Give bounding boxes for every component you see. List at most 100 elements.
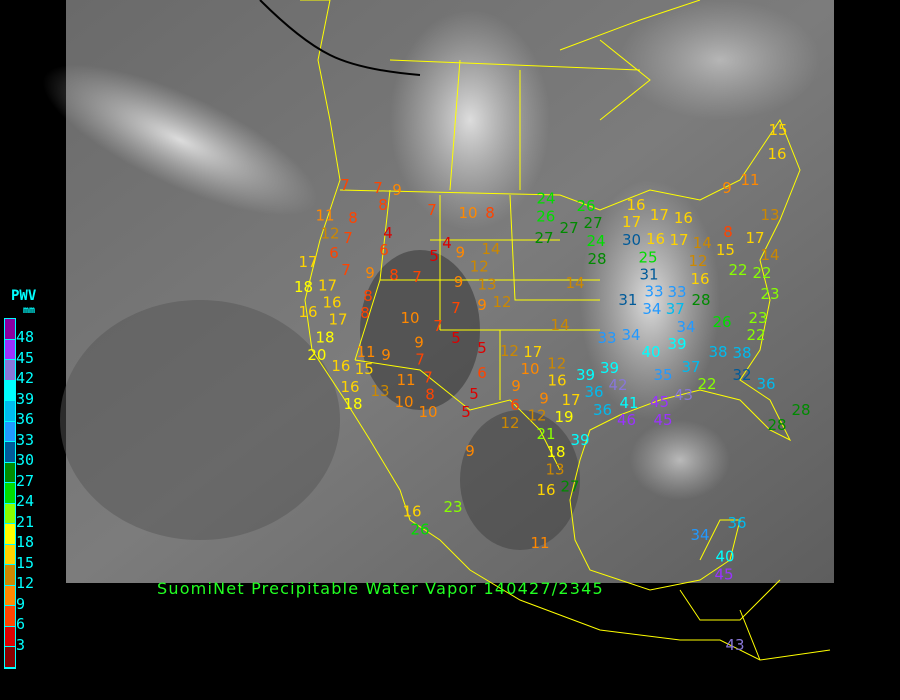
station-pwv-value: 9 (456, 244, 466, 262)
station-pwv-value: 9 (477, 296, 487, 314)
legend-bin (5, 524, 15, 545)
map-title: SuomiNet Precipitable Water Vapor 140427… (157, 579, 604, 598)
station-pwv-value: 5 (429, 247, 439, 265)
legend-bin (5, 544, 15, 565)
legend-unit: mm (23, 305, 36, 316)
station-pwv-value: 31 (639, 266, 658, 284)
station-pwv-value: 27 (534, 229, 553, 247)
station-pwv-value: 9 (539, 390, 549, 408)
station-pwv-value: 42 (608, 376, 627, 394)
station-pwv-value: 26 (410, 521, 429, 539)
station-pwv-value: 9 (511, 377, 521, 395)
station-pwv-value: 12 (527, 407, 546, 425)
legend-label: 9 (16, 594, 26, 613)
station-pwv-value: 20 (307, 346, 326, 364)
station-pwv-value: 23 (443, 498, 462, 516)
station-pwv-value: 37 (681, 358, 700, 376)
station-pwv-value: 34 (642, 300, 661, 318)
station-pwv-value: 16 (298, 303, 317, 321)
cloud-features (42, 0, 820, 550)
station-pwv-value: 8 (348, 209, 358, 227)
legend-bin (5, 626, 15, 647)
station-pwv-value: 6 (379, 241, 389, 259)
station-pwv-value: 8 (389, 266, 399, 284)
station-pwv-value: 16 (646, 230, 665, 248)
station-pwv-value: 7 (427, 201, 437, 219)
station-pwv-value: 5 (451, 329, 461, 347)
station-pwv-value: 45 (650, 393, 669, 411)
legend-bin (5, 585, 15, 606)
legend-bin (5, 339, 15, 360)
station-pwv-value: 31 (618, 291, 637, 309)
station-pwv-value: 8 (723, 223, 733, 241)
station-pwv-value: 8 (485, 204, 495, 222)
station-pwv-value: 11 (740, 171, 759, 189)
legend-label: 45 (16, 348, 35, 367)
station-pwv-value: 26 (536, 208, 555, 226)
station-pwv-value: 12 (547, 354, 566, 372)
station-pwv-value: 33 (597, 329, 616, 347)
legend-bin (5, 380, 15, 401)
station-pwv-value: 34 (676, 318, 695, 336)
station-pwv-value: 12 (500, 414, 519, 432)
station-pwv-value: 14 (693, 234, 712, 252)
station-pwv-value: 12 (500, 342, 519, 360)
legend-label: 39 (16, 389, 35, 408)
station-pwv-value: 11 (396, 371, 415, 389)
station-pwv-value: 33 (644, 283, 663, 301)
station-pwv-value: 10 (418, 403, 437, 421)
station-pwv-value: 24 (586, 232, 605, 250)
station-pwv-value: 41 (619, 394, 638, 412)
station-pwv-value: 15 (716, 241, 735, 259)
legend-label: 33 (16, 430, 35, 449)
station-pwv-value: 16 (340, 378, 359, 396)
station-pwv-value: 23 (760, 285, 779, 303)
station-pwv-value: 7 (341, 261, 351, 279)
legend-label: 3 (16, 635, 26, 654)
legend-bin (5, 462, 15, 483)
station-pwv-value: 18 (315, 329, 334, 347)
station-pwv-value: 6 (329, 244, 339, 262)
station-pwv-value: 9 (454, 273, 464, 291)
station-pwv-value: 22 (697, 375, 716, 393)
legend-label: 18 (16, 533, 35, 551)
station-pwv-value: 9 (722, 179, 732, 197)
station-pwv-value: 7 (423, 369, 433, 387)
station-pwv-value: 17 (561, 391, 580, 409)
station-pwv-value: 17 (328, 311, 347, 329)
station-pwv-value: 8 (425, 386, 435, 404)
station-pwv-value: 21 (536, 425, 555, 443)
station-pwv-value: 12 (470, 258, 489, 276)
station-pwv-value: 39 (667, 335, 686, 353)
station-pwv-value: 43 (674, 386, 693, 404)
station-pwv-value: 13 (477, 276, 496, 294)
station-pwv-value: 37 (666, 300, 685, 318)
legend-title: PWV (11, 288, 37, 304)
station-pwv-value: 40 (641, 343, 660, 361)
station-pwv-value: 10 (520, 360, 539, 378)
station-pwv-value: 27 (560, 219, 579, 237)
pwv-legend: PWV mm 48 45 42 39 36 33 30 27 24 21 18 15 12 9 6 3 (0, 288, 60, 688)
station-pwv-value: 14 (760, 246, 779, 264)
station-pwv-value: 16 (690, 270, 709, 288)
station-pwv-value: 13 (370, 382, 389, 400)
station-pwv-value: 7 (340, 176, 350, 194)
legend-label: 42 (16, 369, 35, 387)
station-pwv-value: 14 (550, 316, 569, 334)
station-pwv-value: 7 (415, 351, 425, 369)
legend-bin (5, 606, 15, 627)
station-pwv-value: 34 (690, 526, 709, 544)
station-pwv-value: 17 (650, 206, 669, 224)
station-pwv-value: 12 (492, 293, 511, 311)
station-pwv-value: 23 (748, 309, 767, 327)
station-pwv-value: 9 (392, 181, 402, 199)
station-pwv-value: 14 (565, 274, 584, 292)
station-pwv-value: 39 (576, 366, 595, 384)
legend-label: 30 (16, 451, 35, 469)
station-pwv-value: 16 (402, 503, 421, 521)
station-pwv-value: 7 (451, 299, 461, 317)
legend-bin (5, 319, 15, 340)
station-pwv-value: 30 (622, 231, 641, 249)
station-pwv-value: 10 (458, 204, 477, 222)
